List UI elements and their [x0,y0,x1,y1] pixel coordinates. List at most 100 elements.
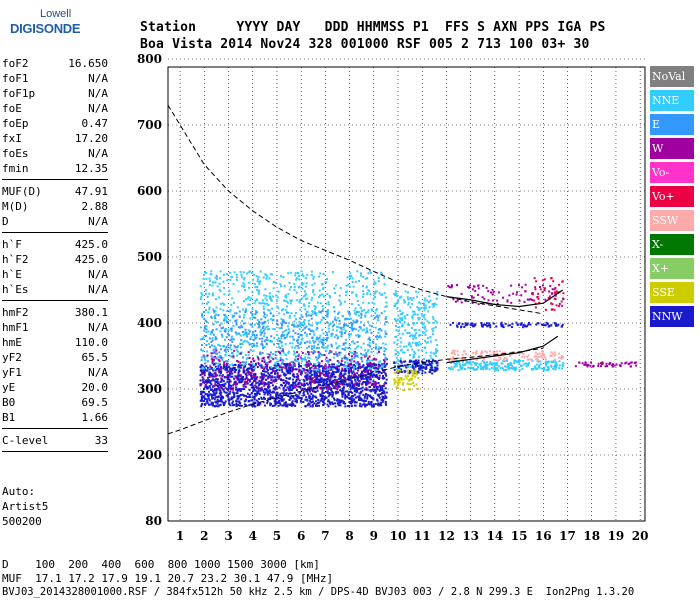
echo-point [202,396,205,399]
echo-point [601,362,604,365]
echo-point [553,322,556,325]
echo-point [536,356,539,359]
echo-point [303,327,306,330]
echo-point [524,325,527,328]
echo-point [323,395,326,398]
echo-point [479,362,482,365]
echo-point [310,373,313,376]
echo-point [311,284,314,287]
echo-point [343,365,346,368]
echo-point [289,395,292,398]
param-row: foF1 N/A [2,71,108,86]
echo-point [223,390,226,393]
echo-point [220,383,223,386]
echo-point [213,345,216,348]
echo-point [350,375,353,378]
echo-point [290,394,293,397]
echo-point [230,276,233,279]
echo-point [398,381,401,384]
param-value: 425.0 [74,238,108,251]
echo-point [295,277,298,280]
echo-point [235,375,238,378]
echo-point [366,359,369,362]
echo-point [553,354,556,357]
echo-point [336,383,339,386]
echo-point [416,313,419,316]
echo-point [376,385,379,388]
echo-point [211,360,214,363]
echo-point [247,296,250,299]
echo-point [232,355,235,358]
echo-point [253,359,256,362]
echo-point [300,282,303,285]
echo-point [281,370,284,373]
echo-point [259,353,262,356]
echo-point [374,358,377,361]
echo-point [315,321,318,324]
echo-point [241,284,244,287]
echo-point [284,402,287,405]
echo-point [326,313,329,316]
echo-point [258,321,261,324]
echo-point [341,382,344,385]
echo-point [559,356,562,359]
echo-point [255,336,258,339]
echo-point [274,397,277,400]
echo-point [220,397,223,400]
echo-point [324,364,327,367]
echo-point [361,360,364,363]
echo-point [332,373,335,376]
echo-point [277,364,280,367]
param-row: foF1p N/A [2,86,108,101]
echo-point [383,397,386,400]
echo-point [532,367,535,370]
echo-point [317,338,320,341]
echo-point [515,293,518,296]
echo-point [306,404,309,407]
echo-point [371,365,374,368]
echo-point [472,361,475,364]
echo-point [435,297,438,300]
echo-point [251,362,254,365]
echo-point [233,312,236,315]
echo-point [396,367,399,370]
echo-point [403,351,406,354]
echo-point [352,394,355,397]
echo-point [373,385,376,388]
echo-point [351,329,354,332]
echo-point [327,303,330,306]
echo-point [372,403,375,406]
echo-point [230,355,233,358]
echo-point [355,352,358,355]
echo-point [436,364,439,367]
echo-point [308,328,311,331]
echo-point [368,355,371,358]
echo-point [311,324,314,327]
echo-point [394,362,397,365]
echo-point [321,360,324,363]
echo-point [420,312,423,315]
echo-point [235,392,238,395]
echo-point [554,322,557,325]
echo-point [327,383,330,386]
echo-point [424,306,427,309]
echo-point [535,363,538,366]
echo-point [347,347,350,350]
echo-point [265,326,268,329]
echo-point [347,310,350,313]
echo-point [305,382,308,385]
echo-point [286,325,289,328]
echo-point [211,394,214,397]
echo-point [268,373,271,376]
echo-point [343,324,346,327]
echo-point [236,392,239,395]
echo-point [322,378,325,381]
echo-point [384,343,387,346]
echo-point [246,340,249,343]
echo-point [552,367,555,370]
echo-point [535,323,538,326]
param-value: 12.35 [74,162,108,175]
echo-point [434,326,437,329]
echo-point [395,329,398,332]
echo-point [257,292,260,295]
